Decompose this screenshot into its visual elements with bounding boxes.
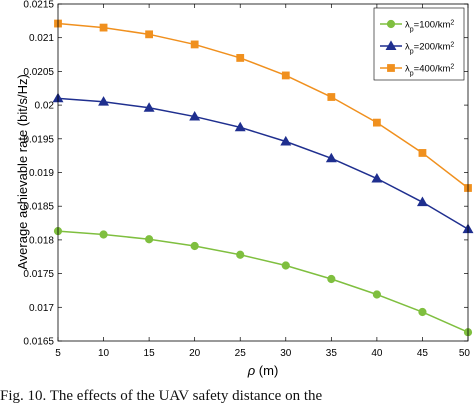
series-line [57,97,469,230]
y-axis-label: Average achievable rate (bit/s/Hz) [15,74,30,270]
data-point [372,290,381,299]
data-point [281,71,290,80]
y-tick-label: 0.021 [29,33,54,44]
data-point [190,40,199,49]
x-tick-label: 30 [280,348,292,359]
data-point [280,135,292,146]
legend-label-part: p [410,26,414,33]
y-tick-label: 0.0195 [23,134,54,145]
x-tick-label: 25 [235,348,247,359]
legend-label-part: 2 [450,63,454,70]
legend-label-part: =100/km [414,20,451,31]
y-tick-label: 0.0165 [23,337,54,348]
legend-entry: λp=400/km2 [380,63,454,77]
data-point [190,241,199,251]
y-axis: 0.0165 0.017 0.0175 0.018 0.0185 0.019 0.0195 0… [23,0,468,348]
legend-label-part: λ [405,20,410,31]
data-point [99,23,108,32]
x-tick-label: 50 [459,348,471,359]
legend-label-part: =200/km [414,42,451,53]
x-tick-label: 45 [417,348,429,359]
data-point [98,96,110,106]
x-tick-label: 40 [371,348,383,359]
legend-label: λp=400/km2 [405,63,454,77]
data-point [99,230,108,239]
figure-caption: Fig. 10. The effects of the UAV safety d… [0,388,323,404]
series-line [57,22,469,189]
legend-label: λp=200/km2 [405,41,454,55]
legend-entry: λp=200/km2 [380,40,454,55]
x-axis-label-unit: (m) [255,363,278,378]
legend-label-part: 2 [450,41,454,48]
data-point [281,261,290,270]
data-point [327,274,336,284]
x-axis: 5 10 15 20 25 30 35 40 45 50 [55,4,470,359]
x-axis-label: ρ (m) [247,363,279,378]
y-tick-label: 0.0215 [23,0,54,11]
y-tick-label: 0.018 [29,235,54,246]
x-axis-label-symbol: ρ [247,363,256,378]
data-point [418,307,427,317]
data-point [234,121,246,132]
x-tick-label: 20 [189,348,201,359]
y-tick-label: 0.019 [29,168,54,179]
series-1 [52,92,474,234]
series-0 [53,227,473,337]
y-tick-label: 0.017 [29,303,54,314]
data-point [371,172,383,183]
legend-entry: λp=100/km2 [380,19,454,33]
data-point [325,152,337,163]
legend-label-part: p [410,48,414,55]
x-tick-label: 35 [326,348,338,359]
legend-label: λp=100/km2 [405,19,454,33]
x-tick-label: 5 [55,348,61,359]
legend-label-part: λ [405,42,410,53]
data-point [372,118,381,127]
data-point [145,30,154,39]
x-tick-label: 10 [98,348,110,359]
y-tick-label: 0.02 [35,101,55,112]
data-point [236,250,245,259]
data-point [145,235,154,244]
data-point [327,93,336,101]
y-tick-label: 0.0205 [23,67,54,78]
y-tick-label: 0.0175 [23,269,54,280]
legend-marker [387,64,395,72]
data-point [416,196,428,207]
data-point [236,54,245,62]
legend-label-part: 2 [450,19,454,26]
legend-marker [385,40,397,50]
x-tick-label: 15 [144,348,156,359]
legend-label-part: p [410,70,414,77]
data-point [418,149,427,157]
data-point [143,102,155,112]
series-line [57,230,469,333]
data-point [189,110,201,121]
y-tick-label: 0.0185 [23,202,54,213]
legend-marker [386,19,396,29]
legend-label-part: λ [405,64,410,75]
legend-label-part: =400/km [414,64,451,75]
